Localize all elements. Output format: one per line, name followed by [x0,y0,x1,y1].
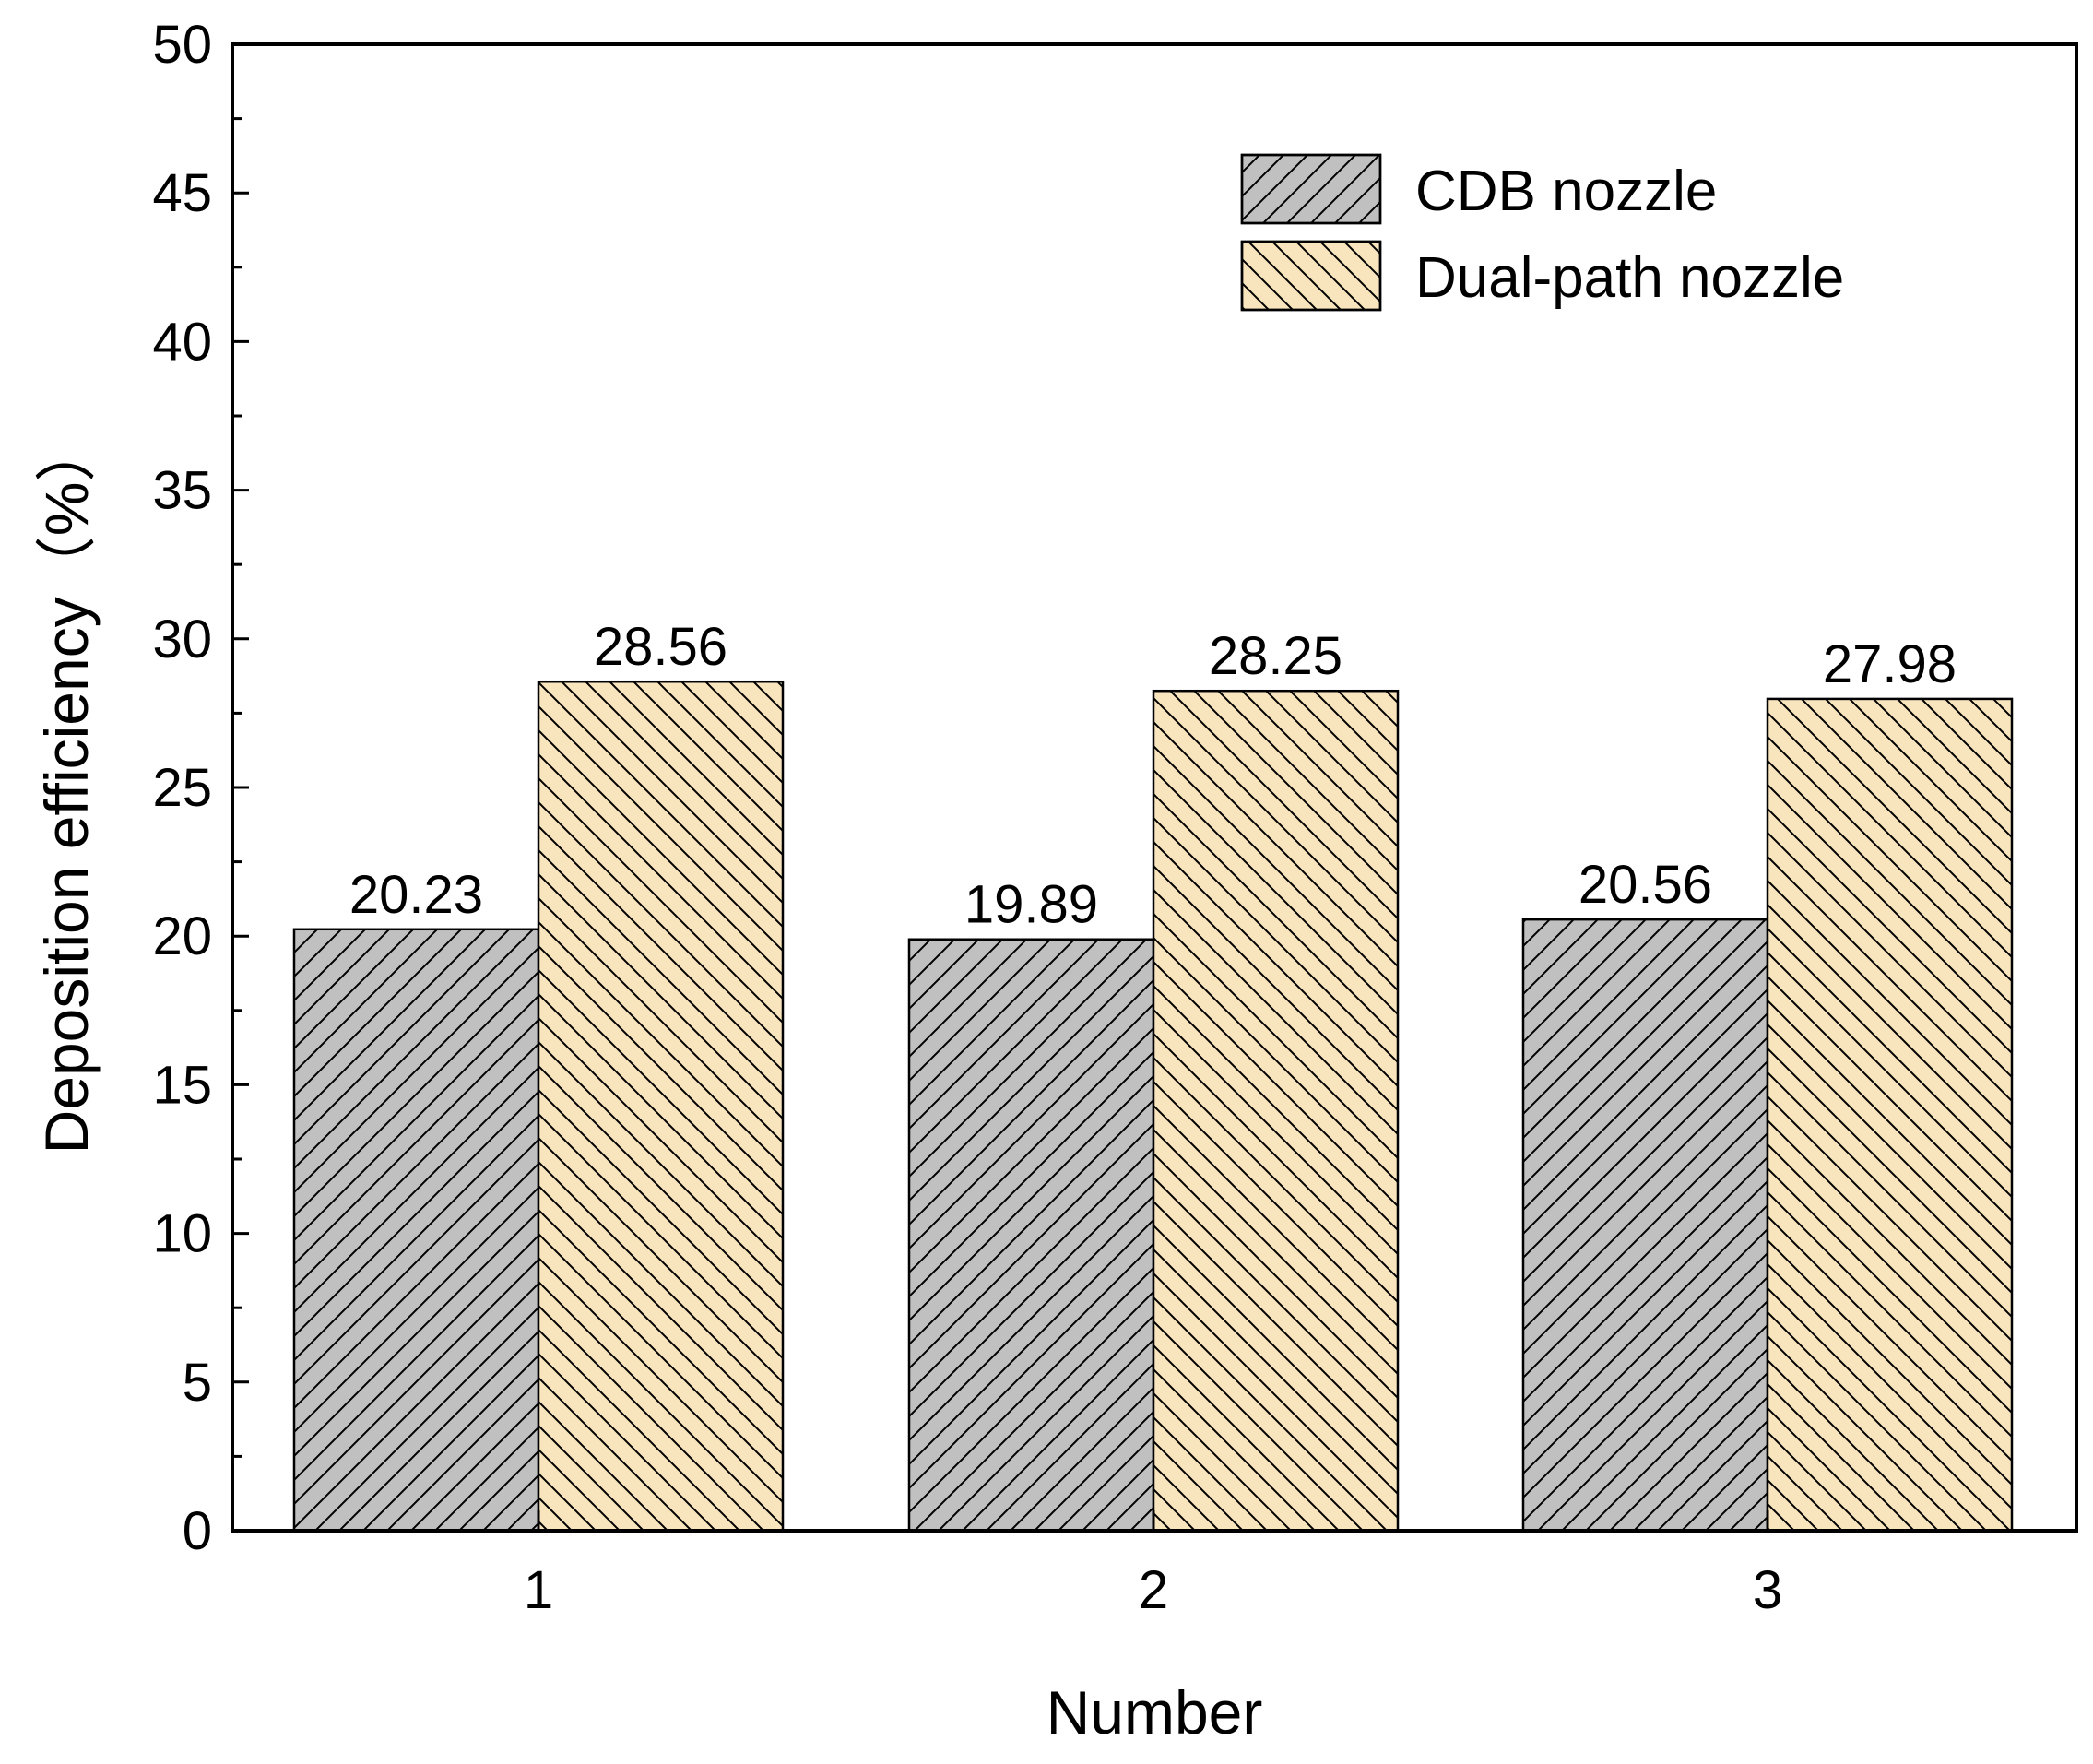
bar-cdb-2 [907,938,1155,1533]
y-tick-label: 30 [152,610,212,669]
legend-label-cdb: CDB nozzle [1415,160,1717,223]
bars-group [292,680,2014,1533]
x-tick-label: 2 [1139,1560,1168,1620]
y-tick-label: 15 [152,1055,212,1115]
x-tick-label: 3 [1753,1560,1782,1620]
bar-cdb-1 [292,928,540,1533]
bar-dual-path-3 [1766,697,2014,1533]
y-axis-title: Deposition efficiency（%） [32,421,101,1154]
y-tick-label: 45 [152,163,212,223]
data-label-dual-path-1: 28.56 [594,617,727,677]
legend-item-dual-path: Dual-path nozzle [1240,240,1844,312]
value-labels-group: 20.23 19.89 20.56 28.56 28.25 27.98 [349,617,1957,935]
bar-dual-path-1 [537,680,785,1533]
y-axis: 0 5 10 15 20 25 30 35 40 45 50 [152,15,249,1561]
bar-dual-path-2 [1152,689,1400,1533]
y-tick-label: 35 [152,461,212,521]
legend-item-cdb: CDB nozzle [1240,153,1717,225]
y-tick-label: 5 [183,1353,212,1413]
y-tick-label: 20 [152,906,212,966]
legend: CDB nozzle Dual-path nozzle [1240,153,1844,312]
data-label-cdb-3: 20.56 [1579,855,1712,915]
data-label-cdb-2: 19.89 [964,875,1098,935]
y-tick-label: 40 [152,312,212,372]
x-axis: 1 2 3 [524,1510,1782,1620]
legend-swatch-cdb-hatch [1240,153,1382,225]
x-axis-title: Number [1046,1678,1263,1746]
data-label-dual-path-2: 28.25 [1209,626,1342,686]
y-tick-label: 0 [183,1501,212,1561]
y-tick-label: 50 [152,15,212,75]
y-tick-label: 10 [152,1204,212,1264]
legend-label-dual-path: Dual-path nozzle [1415,246,1844,310]
bar-cdb-3 [1521,918,1769,1533]
data-label-cdb-1: 20.23 [349,865,483,925]
data-label-dual-path-3: 27.98 [1823,634,1957,694]
legend-swatch-dual-path-hatch [1240,240,1382,312]
x-tick-label: 1 [524,1560,553,1620]
y-tick-label: 25 [152,758,212,818]
